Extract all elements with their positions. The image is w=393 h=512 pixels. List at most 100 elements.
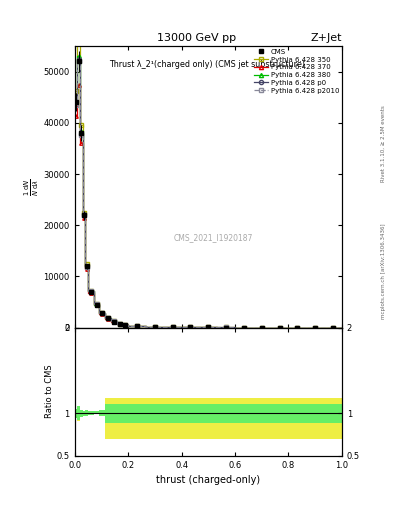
Pythia 6.428 380	[215, 325, 220, 331]
Pythia 6.428 380	[120, 322, 125, 328]
Pythia 6.428 370	[197, 325, 202, 331]
Pythia 6.428 p2010	[197, 325, 202, 331]
Pythia 6.428 370	[103, 315, 108, 322]
Pythia 6.428 p2010	[103, 315, 108, 322]
Pythia 6.428 p0	[340, 325, 344, 331]
Pythia 6.428 350	[233, 325, 237, 331]
Pythia 6.428 350	[143, 324, 148, 330]
Text: Z+Jet: Z+Jet	[310, 33, 342, 44]
Pythia 6.428 380	[286, 325, 291, 331]
Pythia 6.428 380	[233, 325, 237, 331]
Pythia 6.428 p0	[322, 325, 327, 331]
Pythia 6.428 p2010	[83, 264, 88, 270]
Pythia 6.428 380	[322, 325, 327, 331]
Pythia 6.428 p2010	[75, 58, 80, 65]
Pythia 6.428 p0	[108, 318, 113, 325]
Pythia 6.428 380	[162, 324, 166, 330]
Pythia 6.428 350	[114, 321, 119, 327]
Pythia 6.428 380	[108, 318, 113, 325]
Line: Pythia 6.428 p2010: Pythia 6.428 p2010	[75, 61, 342, 328]
Pythia 6.428 380	[80, 212, 85, 218]
Text: Rivet 3.1.10, ≥ 2.5M events: Rivet 3.1.10, ≥ 2.5M events	[381, 105, 386, 182]
Line: Pythia 6.428 p0: Pythia 6.428 p0	[75, 59, 342, 328]
Pythia 6.428 350	[103, 315, 108, 322]
Pythia 6.428 370	[97, 311, 102, 317]
Pythia 6.428 350	[83, 261, 88, 267]
Pythia 6.428 380	[78, 128, 83, 134]
Pythia 6.428 p0	[286, 325, 291, 331]
Text: Thrust λ_2¹(charged only) (CMS jet substructure): Thrust λ_2¹(charged only) (CMS jet subst…	[109, 60, 305, 69]
Pythia 6.428 350	[162, 324, 166, 330]
Pythia 6.428 380	[126, 323, 130, 329]
Pythia 6.428 p2010	[114, 321, 119, 327]
Pythia 6.428 p2010	[215, 325, 220, 331]
Pythia 6.428 370	[215, 325, 220, 331]
Pythia 6.428 p0	[162, 324, 166, 330]
Pythia 6.428 370	[268, 325, 273, 331]
Pythia 6.428 350	[250, 325, 255, 331]
Pythia 6.428 p2010	[108, 318, 113, 325]
Pythia 6.428 350	[92, 302, 96, 308]
Pythia 6.428 370	[78, 140, 83, 146]
Pythia 6.428 p2010	[92, 302, 96, 308]
Pythia 6.428 380	[103, 315, 108, 322]
X-axis label: thrust (charged-only): thrust (charged-only)	[156, 475, 260, 485]
Pythia 6.428 p2010	[340, 325, 344, 331]
Y-axis label: Ratio to CMS: Ratio to CMS	[45, 365, 54, 418]
Pythia 6.428 370	[126, 323, 130, 329]
Pythia 6.428 350	[268, 325, 273, 331]
Pythia 6.428 p2010	[233, 325, 237, 331]
Pythia 6.428 p2010	[179, 324, 184, 330]
Pythia 6.428 370	[72, 113, 77, 119]
Pythia 6.428 380	[179, 324, 184, 330]
Pythia 6.428 380	[143, 324, 148, 330]
Pythia 6.428 350	[86, 288, 90, 294]
Text: CMS_2021_I1920187: CMS_2021_I1920187	[174, 233, 253, 242]
Pythia 6.428 350	[78, 122, 83, 129]
Pythia 6.428 370	[304, 325, 309, 331]
Pythia 6.428 380	[197, 325, 202, 331]
Pythia 6.428 370	[120, 322, 125, 328]
Pythia 6.428 p0	[304, 325, 309, 331]
Pythia 6.428 p0	[197, 325, 202, 331]
Pythia 6.428 p0	[143, 324, 148, 330]
Pythia 6.428 p2010	[80, 212, 85, 218]
Pythia 6.428 p0	[86, 288, 90, 294]
Pythia 6.428 p2010	[162, 324, 166, 330]
Pythia 6.428 p2010	[250, 325, 255, 331]
Pythia 6.428 p0	[120, 322, 125, 328]
Pythia 6.428 350	[126, 323, 130, 329]
Line: Pythia 6.428 380: Pythia 6.428 380	[75, 56, 342, 328]
Pythia 6.428 p0	[80, 211, 85, 217]
Pythia 6.428 p2010	[97, 310, 102, 316]
Pythia 6.428 p0	[78, 130, 83, 136]
Pythia 6.428 p2010	[78, 132, 83, 138]
Pythia 6.428 350	[80, 210, 85, 216]
Pythia 6.428 380	[304, 325, 309, 331]
Pythia 6.428 p2010	[304, 325, 309, 331]
Pythia 6.428 p0	[92, 301, 96, 307]
Pythia 6.428 370	[322, 325, 327, 331]
Text: mcplots.cern.ch [arXiv:1306.3436]: mcplots.cern.ch [arXiv:1306.3436]	[381, 224, 386, 319]
Pythia 6.428 p2010	[143, 324, 148, 330]
Y-axis label: $\frac{1}{N}\frac{\mathrm{d}N}{\mathrm{d}\lambda}$: $\frac{1}{N}\frac{\mathrm{d}N}{\mathrm{d…	[22, 178, 40, 196]
Pythia 6.428 370	[162, 324, 166, 330]
Pythia 6.428 350	[304, 325, 309, 331]
Pythia 6.428 370	[340, 325, 344, 331]
Pythia 6.428 380	[86, 288, 90, 294]
Pythia 6.428 p2010	[72, 101, 77, 108]
Pythia 6.428 370	[86, 289, 90, 295]
Pythia 6.428 370	[108, 318, 113, 325]
Pythia 6.428 350	[286, 325, 291, 331]
Text: 13000 GeV pp: 13000 GeV pp	[157, 33, 236, 44]
Pythia 6.428 370	[80, 216, 85, 222]
Pythia 6.428 p0	[126, 323, 130, 329]
Pythia 6.428 p2010	[126, 323, 130, 329]
Pythia 6.428 380	[114, 321, 119, 327]
Pythia 6.428 380	[75, 53, 80, 59]
Pythia 6.428 370	[143, 324, 148, 330]
Pythia 6.428 p2010	[120, 322, 125, 328]
Pythia 6.428 p0	[179, 324, 184, 330]
Legend: CMS, Pythia 6.428 350, Pythia 6.428 370, Pythia 6.428 380, Pythia 6.428 p0, Pyth: CMS, Pythia 6.428 350, Pythia 6.428 370,…	[253, 48, 340, 94]
Pythia 6.428 p2010	[268, 325, 273, 331]
